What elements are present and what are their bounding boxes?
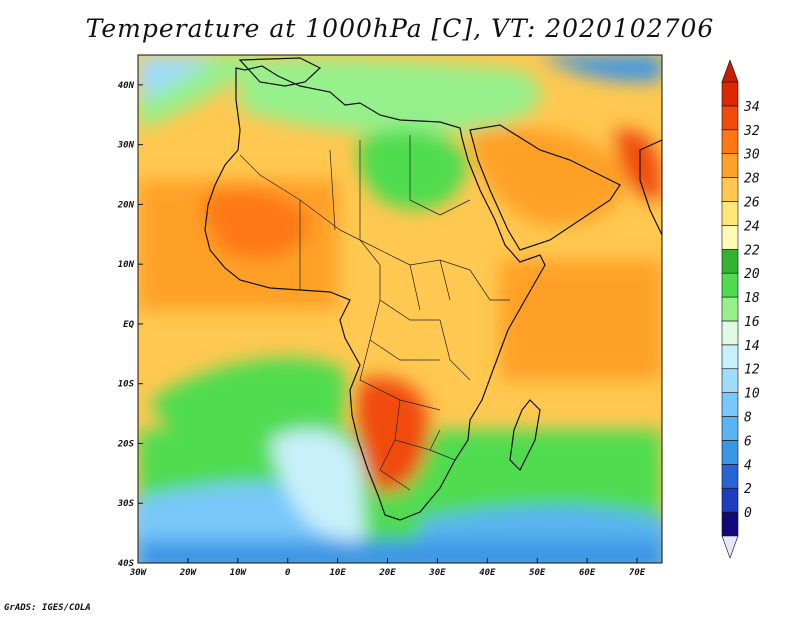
colorbar-bin [721, 487, 739, 513]
colorbar-label: 34 [743, 100, 760, 115]
field-sio-green [470, 440, 662, 500]
colorbar-bin [721, 272, 739, 298]
lon-tick-label: 20E [378, 568, 396, 578]
colorbar-label: 6 [744, 434, 752, 449]
colorbar-bin [721, 105, 739, 131]
africa-coastline [204, 65, 546, 521]
field-libya-green [358, 129, 470, 210]
colorbar-label: 8 [744, 411, 752, 426]
lat-tick-label: 40S [118, 559, 135, 569]
colorbar-label: 26 [744, 195, 760, 210]
colorbar-bin [721, 464, 739, 489]
map-title: Temperature at 1000hPa [C], VT: 20201027… [85, 14, 715, 43]
india-coastline [639, 139, 662, 236]
colorbar-label: 16 [744, 315, 760, 330]
field-sahel-hot [203, 188, 310, 259]
madagascar-coastline [509, 399, 541, 472]
colorbar-above-triangle [721, 59, 739, 83]
colorbar-label: 24 [744, 219, 760, 234]
lat-tick-label: 10S [118, 380, 135, 390]
lon-tick-label: 30W [129, 568, 148, 578]
arabia-coastline [469, 124, 621, 251]
lon-tick-label: 10E [329, 568, 346, 578]
colorbar-bin [721, 201, 739, 226]
field-benguela-cool [270, 429, 365, 541]
colorbar-bin [721, 320, 739, 346]
colorbar-bin [721, 248, 739, 274]
colorbar-bin [721, 225, 739, 250]
colorbar-below-triangle [721, 535, 739, 559]
colorbar-label: 4 [744, 458, 752, 473]
field-nwatl-cool [138, 55, 215, 100]
colorbar-label: 32 [743, 124, 760, 139]
lat-tick-label: 20N [117, 200, 135, 210]
field-med-green [240, 58, 541, 134]
colorbar-label: 14 [744, 339, 760, 354]
colorbar-label: 30 [743, 148, 760, 163]
field-ne-cold [540, 55, 662, 82]
grads-credit: GrADS: IGES/COLA [4, 603, 91, 613]
colorbar-label: 18 [744, 291, 760, 306]
field-indian-warm [500, 260, 662, 380]
colorbar-bin [721, 416, 739, 441]
field-kalahari-hot [355, 377, 430, 493]
lon-tick-label: 60E [579, 568, 596, 578]
colorbar-bin [721, 153, 739, 178]
lon-tick-label: 20W [179, 568, 198, 578]
colorbar-label: 20 [744, 267, 760, 282]
coastlines [204, 57, 662, 521]
country-borders [239, 135, 510, 491]
latitude-ticks: 40N 30N 20N 10N EQ 10S 20S 30S 40S [117, 81, 143, 569]
map-frame [137, 54, 663, 564]
lat-tick-label: EQ [123, 320, 134, 330]
colorbar-label: 28 [744, 172, 760, 187]
colorbar-label: 2 [744, 482, 752, 497]
longitude-ticks: 30W 20W 10W 0 10E 20E 30E 40E 50E 60E 70E [129, 558, 646, 578]
lon-tick-label: 70E [629, 568, 646, 578]
lat-tick-label: 30S [117, 499, 135, 509]
lat-tick-label: 40N [118, 81, 135, 91]
colorbar-label: 10 [744, 387, 760, 402]
colorbar-bin [721, 296, 739, 322]
colorbar-bin [721, 511, 739, 537]
colorbar-bin [721, 368, 739, 393]
colorbar-bin [721, 177, 739, 202]
lon-tick-label: 10W [230, 568, 248, 578]
border-lines [239, 135, 510, 491]
colorbar-bin [721, 81, 739, 107]
lon-tick-label: 0 [285, 568, 291, 578]
temperature-field [138, 55, 662, 563]
lon-tick-label: 30E [428, 568, 446, 578]
colorbar-bin [721, 392, 739, 417]
lat-tick-label: 30N [117, 141, 135, 151]
lon-tick-label: 50E [529, 568, 546, 578]
field-south-coldest [138, 540, 662, 563]
colorbar-label: 22 [744, 243, 760, 258]
field-arabia-warm [470, 126, 626, 226]
lat-tick-label: 10N [118, 260, 135, 270]
colorbar-bin [721, 129, 739, 154]
iberia-coastline [238, 57, 322, 87]
colorbar-label: 0 [744, 506, 752, 521]
colorbar-bin [721, 440, 739, 465]
field-india-hot [615, 129, 662, 201]
colorbar-label: 12 [744, 363, 760, 378]
colorbar-bin [721, 344, 739, 370]
lon-tick-label: 40E [479, 568, 496, 578]
lat-tick-label: 20S [117, 439, 135, 449]
